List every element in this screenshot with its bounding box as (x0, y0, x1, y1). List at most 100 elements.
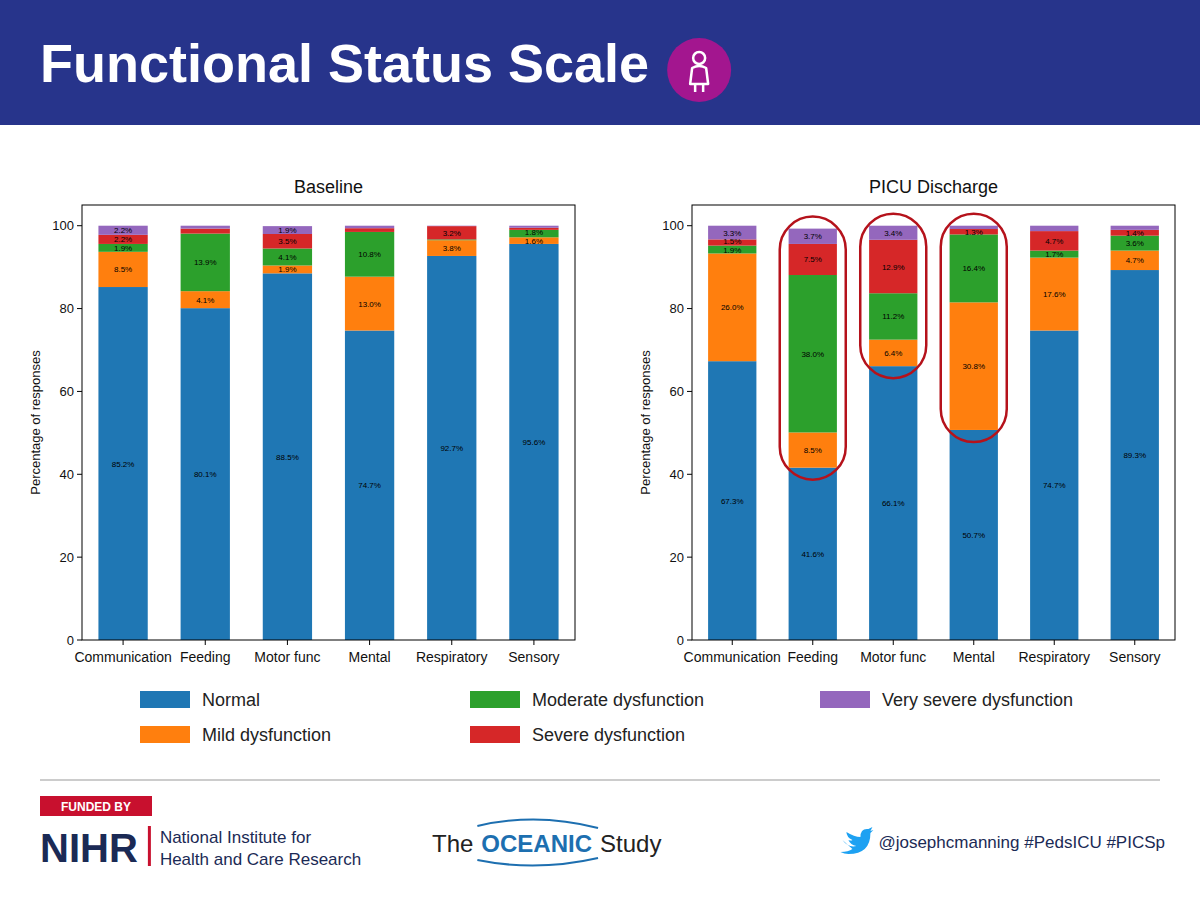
bar-segment (950, 430, 998, 640)
y-axis-title: Percentage of responses (638, 350, 653, 495)
chart-title: Baseline (294, 177, 363, 197)
data-label: 7.5% (804, 255, 822, 264)
legend-swatch (470, 726, 520, 743)
x-tick (123, 640, 124, 645)
bar-segment (427, 226, 476, 239)
data-label: 3.7% (804, 232, 822, 241)
y-tick (77, 557, 82, 558)
data-label: 12.9% (882, 263, 905, 272)
bar-segment (1030, 231, 1078, 250)
data-label: 3.2% (443, 229, 461, 238)
bar-segment (1030, 331, 1078, 640)
marks (708, 226, 1159, 640)
bar-segment (263, 234, 312, 249)
y-tick-label: 80 (60, 301, 74, 316)
bar-segment (345, 277, 394, 331)
data-label: 11.2% (882, 312, 904, 321)
data-label: 6.4% (884, 349, 902, 358)
y-tick-label: 80 (670, 301, 684, 316)
data-label: 4.7% (1126, 256, 1144, 265)
icon-body (690, 66, 708, 92)
y-tick (687, 308, 692, 309)
chart: PICU Discharge 67.3% 41.6% 66.1% 50.7% 74.7% 8… (638, 177, 1175, 665)
bar-segment (708, 253, 756, 361)
x-tick (451, 640, 452, 645)
slide: Functional Status ScaleBaseline85.2%80.1… (0, 0, 1200, 900)
legend-swatch (470, 691, 520, 708)
bar-segment (98, 287, 147, 640)
bar-segment (98, 235, 147, 244)
person-icon (667, 38, 731, 102)
y-tick-label: 20 (60, 550, 74, 565)
bar-segment (427, 256, 476, 640)
data-label: 3.4% (884, 229, 902, 238)
bar-segment (1030, 226, 1078, 231)
data-label: 17.6% (1043, 290, 1066, 299)
data-label: 2.2% (114, 226, 132, 235)
x-tick-label: Communication (74, 649, 171, 665)
data-label: 1.9% (114, 244, 132, 253)
chart-title: PICU Discharge (869, 177, 998, 197)
x-tick (973, 640, 974, 645)
bar-segment (427, 240, 476, 256)
data-label: 89.3% (1123, 451, 1146, 460)
data-label: 1.8% (525, 228, 543, 237)
social-handle: @josephcmanning #PedsICU #PICSp (878, 833, 1165, 852)
x-tick-label: Sensory (508, 649, 559, 665)
x-tick-label: Sensory (1109, 649, 1160, 665)
bar-segment (1111, 251, 1159, 270)
data-labels: 67.3%41.6%66.1%50.7%74.7%89.3%26.0%8.5%6… (721, 228, 1146, 559)
funder: NIHR (40, 826, 138, 870)
data-label: 1.6% (525, 237, 543, 246)
bar-segment (181, 234, 230, 292)
data-label: 92.7% (440, 444, 463, 453)
data-label: 41.6% (801, 550, 824, 559)
data-label: 66.1% (882, 499, 905, 508)
bar-segment (950, 302, 998, 430)
x-tick (732, 640, 733, 645)
x-tick-label: Motor func (860, 649, 926, 665)
x-tick-label: Mental (953, 649, 995, 665)
data-label: 10.8% (358, 250, 381, 259)
bar-segment (181, 229, 230, 234)
bar-segment (509, 244, 558, 640)
y-tick (687, 474, 692, 475)
funder-name: National Institute for (160, 828, 312, 847)
x-tick-label: Respiratory (1018, 649, 1090, 665)
data-label: 74.7% (1043, 481, 1066, 490)
x-tick-label: Mental (349, 649, 391, 665)
data-label: 4.1% (196, 296, 214, 305)
header-band (0, 0, 1200, 125)
legend-swatch (140, 726, 190, 743)
data-label: 50.7% (962, 531, 985, 540)
bar-segment (789, 275, 837, 432)
x-tick (369, 640, 370, 645)
x-tick (287, 640, 288, 645)
data-label: 2.2% (114, 235, 132, 244)
data-label: 4.7% (1045, 237, 1063, 246)
logo-wave (477, 858, 598, 866)
data-label: 67.3% (721, 497, 744, 506)
bar-segment (950, 234, 998, 302)
bar-segment (708, 226, 756, 240)
bar-segment (789, 432, 837, 467)
y-tick (77, 474, 82, 475)
bar-segment (1111, 236, 1159, 251)
plot-frame (82, 205, 575, 640)
icon-circle (667, 38, 731, 102)
bar-segment (789, 244, 837, 275)
data-label: 3.5% (278, 237, 296, 246)
data-label: 1.9% (723, 246, 741, 255)
y-tick (687, 640, 692, 641)
bar-segment (345, 226, 394, 228)
twitter-icon (840, 827, 873, 854)
footer-divider (40, 780, 1160, 781)
bar-segment (181, 226, 230, 229)
y-tick-label: 60 (670, 384, 684, 399)
bar-segment (181, 291, 230, 308)
bar-segment (181, 308, 230, 640)
data-label: 1.5% (723, 237, 741, 246)
bar-segment (98, 252, 147, 287)
x-tick (1134, 640, 1135, 645)
y-tick-label: 100 (662, 218, 684, 233)
